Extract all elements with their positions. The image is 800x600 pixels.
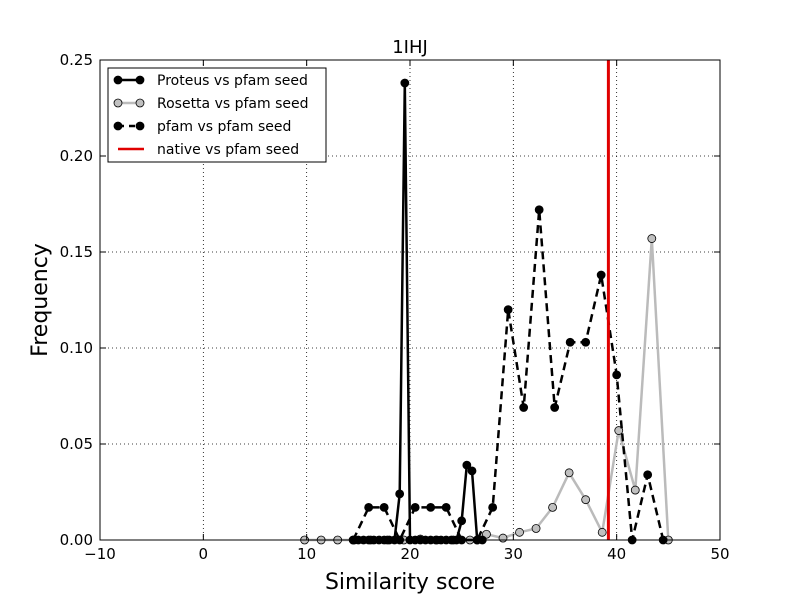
legend-swatch-marker — [113, 75, 123, 85]
y-tick-label: 0.00 — [60, 531, 93, 549]
data-point — [564, 468, 574, 478]
data-point — [531, 524, 541, 533]
x-tick-label: 30 — [504, 545, 523, 563]
data-point — [441, 502, 451, 512]
data-point — [581, 495, 591, 505]
legend-label: Rosetta vs pfam seed — [157, 96, 309, 112]
legend-label: Proteus vs pfam seed — [157, 73, 308, 89]
data-point — [550, 403, 560, 412]
data-point — [614, 426, 624, 435]
data-point — [519, 403, 529, 412]
x-tick-label: 40 — [607, 545, 626, 563]
data-point — [581, 337, 591, 347]
data-point — [596, 270, 606, 280]
chart-title: 1IHJ — [392, 37, 428, 58]
data-point — [503, 305, 513, 315]
x-tick-label: 20 — [400, 545, 419, 563]
y-tick-label: 0.15 — [60, 243, 93, 261]
series-line — [304, 237, 670, 542]
y-axis-title: Frequency — [28, 243, 53, 357]
legend-swatch-marker — [135, 121, 145, 131]
legend-label: pfam vs pfam seed — [157, 119, 291, 135]
data-point — [379, 502, 389, 512]
y-tick-label: 0.20 — [60, 147, 93, 165]
x-tick-label: −10 — [84, 545, 116, 563]
data-point — [534, 205, 544, 215]
legend-swatch-marker — [113, 121, 123, 131]
data-point — [426, 502, 436, 512]
data-point — [548, 502, 557, 512]
data-point — [597, 527, 607, 537]
data-point — [364, 502, 374, 512]
x-tick-label: 10 — [297, 545, 316, 563]
legend: Proteus vs pfam seed Rosetta vs pfam seed… — [107, 67, 327, 163]
tick-layer: −10 0 10 20 30 40 50 0.00 0.05 0.10 0.15 0.20 0.25 — [60, 51, 730, 563]
data-point — [498, 533, 508, 543]
x-axis-title: Similarity score — [325, 570, 495, 595]
data-point — [647, 234, 657, 243]
data-point — [565, 337, 575, 347]
legend-swatch-marker — [113, 98, 123, 108]
data-point — [410, 502, 420, 512]
data-point — [643, 470, 653, 480]
x-tick-label: 50 — [710, 545, 729, 563]
data-point — [630, 485, 640, 495]
legend-swatch-marker — [135, 98, 145, 108]
data-point — [457, 516, 467, 526]
data-point — [400, 78, 410, 88]
data-point — [488, 502, 498, 512]
data-point — [612, 370, 622, 380]
series-line — [353, 81, 483, 542]
data-point — [515, 527, 524, 537]
legend-label: native vs pfam seed — [157, 142, 299, 158]
data-point — [462, 460, 472, 470]
data-point — [467, 466, 477, 476]
y-tick-label: 0.25 — [60, 51, 93, 69]
y-tick-label: 0.05 — [60, 435, 93, 453]
x-tick-label: 0 — [199, 545, 209, 563]
legend-swatch-marker — [135, 75, 145, 85]
y-tick-label: 0.10 — [60, 339, 93, 357]
data-point — [395, 489, 405, 499]
legend-box — [107, 67, 327, 163]
